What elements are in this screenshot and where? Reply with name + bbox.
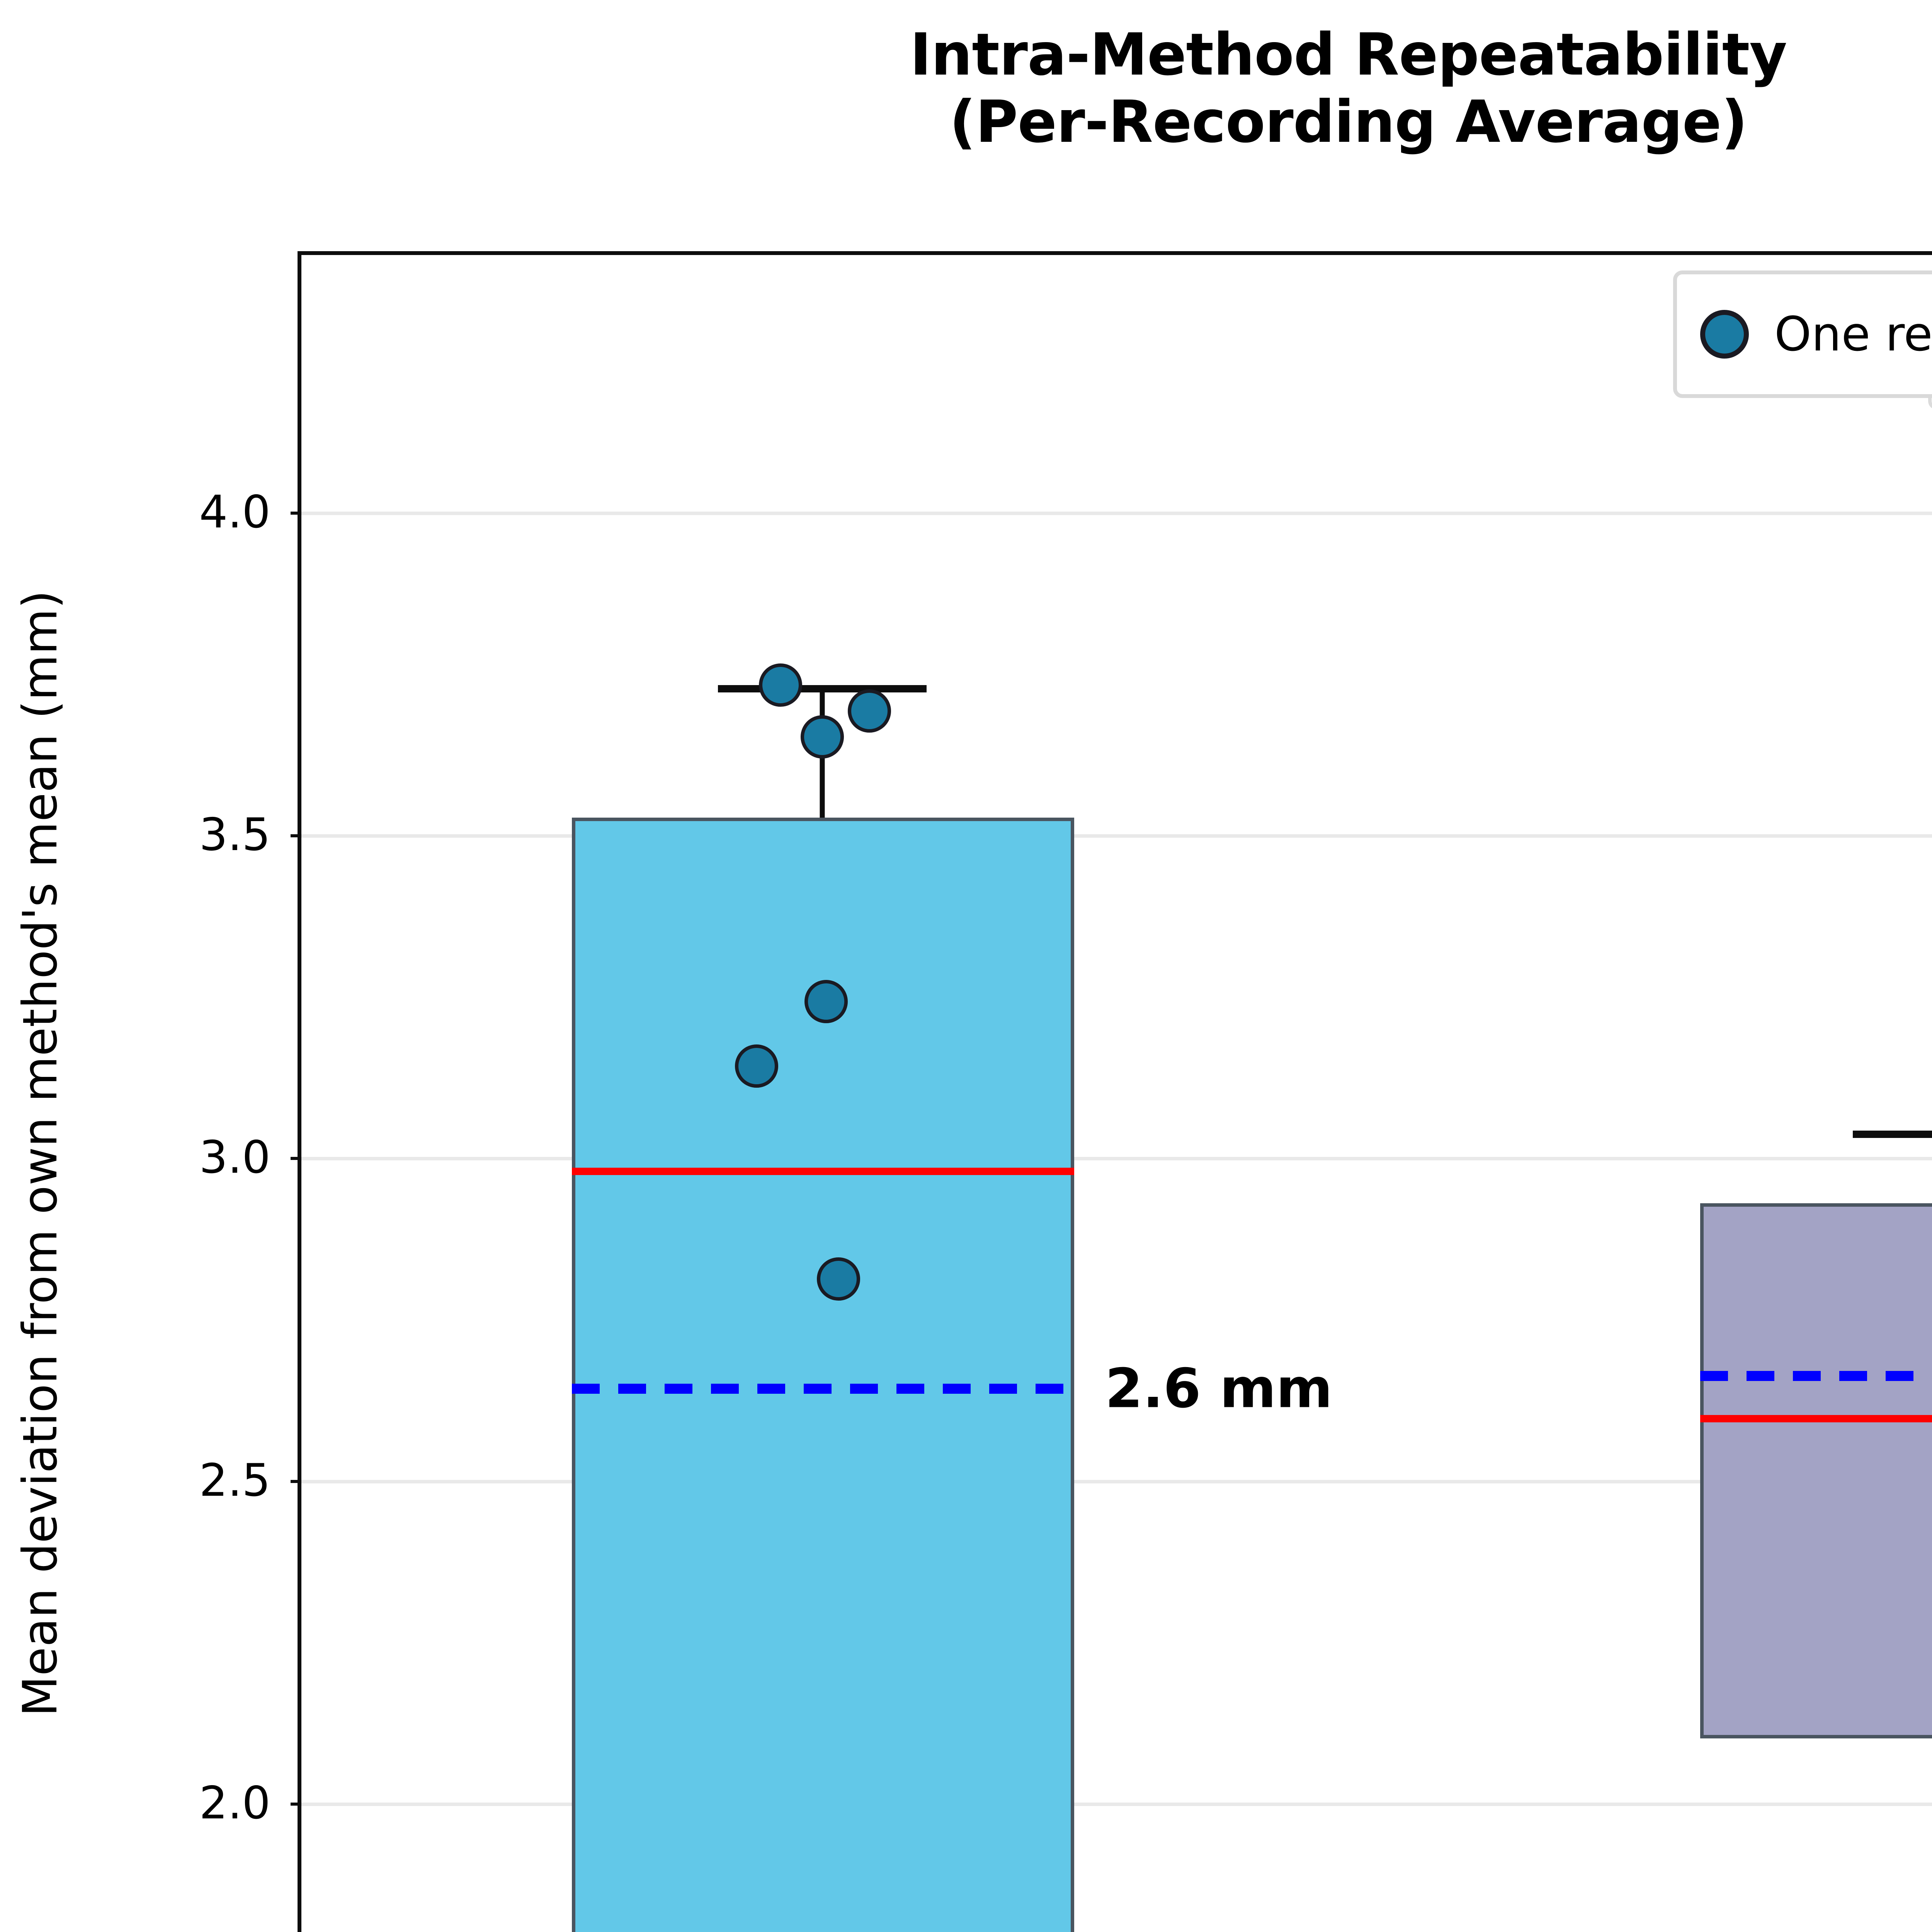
data-point: [817, 1257, 860, 1301]
ytick-mark-2-5: [291, 1480, 301, 1483]
smartphone-median-line: [1700, 1415, 1932, 1422]
smartphone-box: [1700, 1203, 1932, 1738]
ytick-mark-2-0: [291, 1803, 301, 1806]
smartphone-upper-whisker-cap: [1853, 1131, 1932, 1138]
digitizer-mean-annotation: 2.6 mm: [1105, 1357, 1333, 1420]
digitizer-box: [572, 818, 1074, 1932]
ytick-label-2-0: 2.0: [199, 1777, 270, 1829]
data-point: [735, 1044, 778, 1088]
legend-circle-icon: [1700, 310, 1749, 359]
digitizer-upper-whisker-cap: [718, 685, 927, 692]
plot-inner: [301, 255, 1932, 1932]
gridline-4-0: [301, 512, 1932, 515]
gridline-3-5: [301, 834, 1932, 838]
y-axis-label: Mean deviation from own method's mean (m…: [13, 590, 68, 1717]
ytick-label-4-0: 4.0: [199, 486, 270, 538]
ytick-label-3-0: 3.0: [199, 1131, 270, 1184]
data-point: [804, 980, 848, 1023]
gridline-3-0: [301, 1157, 1932, 1160]
ytick-mark-3-5: [291, 834, 301, 837]
gridline-2-5: [301, 1480, 1932, 1483]
digitizer-median-line: [572, 1168, 1074, 1175]
ytick-label-3-5: 3.5: [199, 809, 270, 861]
plot-area: 2.6 mm 2.7 mm: [291, 251, 1932, 1932]
legend-session-label: One recording session: [1774, 307, 1932, 362]
gridline-2-0: [301, 1803, 1932, 1806]
data-point: [801, 715, 844, 759]
chart-title: Intra-Method Repeatability (Per-Recordin…: [910, 21, 1787, 156]
data-point: [848, 689, 891, 733]
ytick-mark-4-0: [291, 512, 301, 515]
ytick-label-2-5: 2.5: [199, 1454, 270, 1507]
smartphone-mean-line: [1700, 1371, 1932, 1381]
ytick-mark-3-0: [291, 1157, 301, 1160]
digitizer-mean-line: [572, 1384, 1074, 1394]
legend-box[interactable]: One recording session: [1673, 270, 1932, 398]
data-point: [759, 663, 802, 707]
